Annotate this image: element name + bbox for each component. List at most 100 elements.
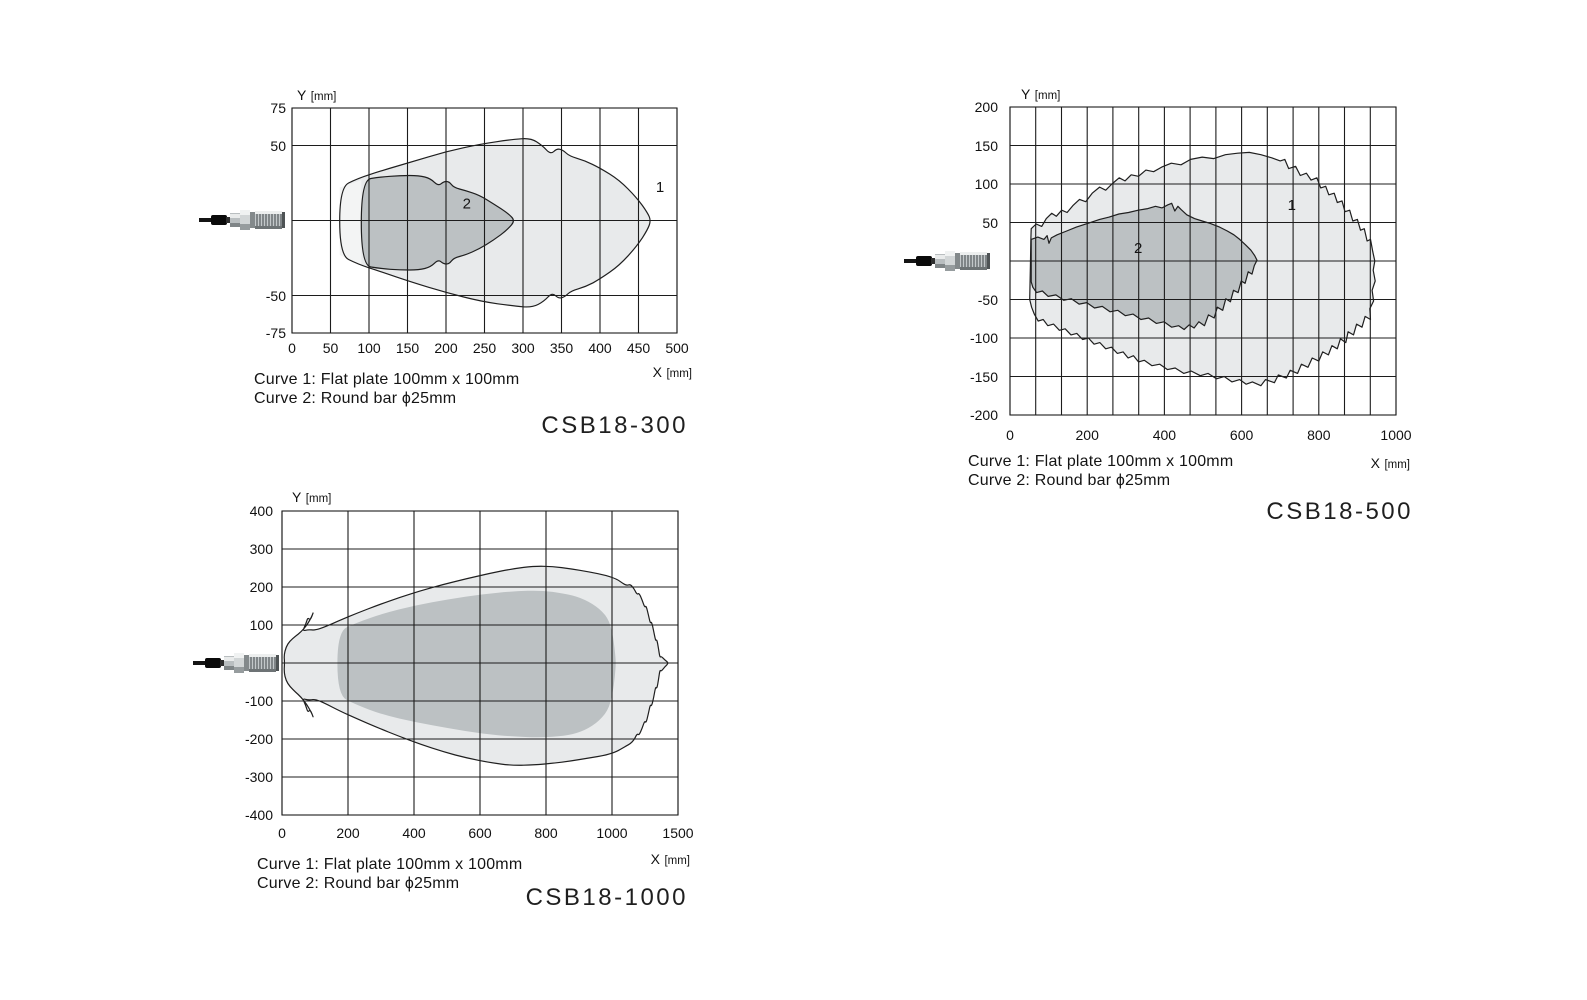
curve-1-outline <box>1029 151 1376 387</box>
x-axis-unit: [mm] <box>664 855 690 867</box>
x-tick-label: 150 <box>395 340 420 356</box>
y-tick-label: 75 <box>270 100 286 116</box>
x-tick-label: 0 <box>288 340 296 356</box>
chart-title: CSB18-1000 <box>525 884 688 911</box>
x-tick-label: 0 <box>278 825 286 841</box>
curve-2-label: 2 <box>463 196 471 213</box>
legend-captions: Curve 1: Flat plate 100mm x 100mm Curve … <box>968 452 1233 490</box>
x-tick-label: 250 <box>472 340 497 356</box>
plot-area <box>281 510 679 816</box>
x-tick-label: 400 <box>588 340 612 356</box>
chart-title: CSB18-300 <box>541 412 688 439</box>
x-tick-label: 800 <box>1307 427 1331 443</box>
y-axis-letter: Y <box>1021 86 1031 102</box>
blind-zone-area <box>339 180 362 266</box>
y-tick-label: 150 <box>974 137 998 154</box>
y-tick-label: -200 <box>244 731 273 747</box>
curve2-caption: Curve 2: Round bar ϕ25mm <box>968 472 1171 489</box>
y-tick-label: -100 <box>244 693 273 709</box>
x-tick-label: 50 <box>322 340 339 356</box>
x-tick-label: 600 <box>468 825 492 841</box>
curve-2-outline <box>1030 202 1258 331</box>
y-tick-label: 100 <box>974 176 998 192</box>
y-axis-letter: Y <box>297 87 307 103</box>
x-axis-title: X [mm] <box>651 851 690 869</box>
y-axis-unit: [mm] <box>1034 90 1061 102</box>
legend-captions: Curve 1: Flat plate 100mm x 100mm Curve … <box>254 370 519 408</box>
x-tick-label: 400 <box>1152 427 1177 443</box>
y-axis-title: Y [mm] <box>292 489 331 507</box>
y-tick-label: -150 <box>969 368 998 385</box>
x-axis-unit: [mm] <box>666 368 692 380</box>
y-tick-label: -100 <box>969 330 998 346</box>
curve-1-label: 1 <box>1288 197 1296 214</box>
grid-lines <box>1009 106 1397 416</box>
x-tick-label: 1000 <box>1380 427 1412 443</box>
x-tick-label: 100 <box>357 340 381 356</box>
grid-lines <box>281 510 679 816</box>
x-axis-title: X [mm] <box>1371 455 1410 473</box>
chart-title: CSB18-500 <box>1266 498 1413 525</box>
y-axis-title: Y [mm] <box>297 87 336 105</box>
y-tick-label: -50 <box>265 287 286 304</box>
x-tick-label: 200 <box>336 825 360 841</box>
y-axis-title: Y [mm] <box>1021 86 1060 104</box>
curve2-caption: Curve 2: Round bar ϕ25mm <box>257 875 460 892</box>
x-tick-label: 450 <box>626 340 651 356</box>
y-axis-unit: [mm] <box>310 91 337 103</box>
plot-area: 12 <box>1009 106 1397 416</box>
curve-2-outline <box>360 174 514 271</box>
x-tick-label: 300 <box>511 340 535 356</box>
sensor-icon <box>199 210 285 230</box>
y-tick-label: -75 <box>265 325 286 341</box>
y-tick-label: -50 <box>977 291 998 308</box>
curve-2-area <box>361 175 514 270</box>
x-axis-letter: X <box>652 364 662 380</box>
plot-border <box>291 107 678 334</box>
x-tick-label: 1000 <box>596 825 628 841</box>
x-tick-label: 600 <box>1229 427 1254 443</box>
curve1-caption: Curve 1: Flat plate 100mm x 100mm <box>254 371 520 388</box>
x-tick-label: 200 <box>1075 427 1099 443</box>
y-tick-label: 50 <box>270 137 286 154</box>
plot-border <box>1009 106 1397 416</box>
curve-2-label: 2 <box>1134 240 1142 257</box>
grid-lines <box>291 107 678 334</box>
sensor-icon <box>193 653 279 673</box>
y-tick-label: -300 <box>244 769 273 785</box>
y-tick-label: 400 <box>249 503 273 519</box>
x-axis-letter: X <box>650 851 660 867</box>
plot-border <box>281 510 679 816</box>
sensor-icon <box>904 251 990 271</box>
x-tick-label: 400 <box>402 825 426 841</box>
curve-1-outline <box>339 138 651 308</box>
y-tick-label: 200 <box>249 579 273 595</box>
y-axis-unit: [mm] <box>305 493 332 505</box>
x-tick-label: 350 <box>549 340 574 356</box>
y-axis-letter: Y <box>292 489 302 505</box>
curve-1-outline <box>283 565 669 766</box>
curve1-caption: Curve 1: Flat plate 100mm x 100mm <box>968 453 1234 470</box>
x-tick-label: 1500 <box>662 825 694 841</box>
x-tick-label: 0 <box>1006 427 1014 443</box>
x-axis-letter: X <box>1370 455 1380 471</box>
curve1-caption: Curve 1: Flat plate 100mm x 100mm <box>257 856 523 873</box>
curve-1-label: 1 <box>656 179 664 196</box>
x-axis-title: X [mm] <box>653 364 692 382</box>
x-axis-unit: [mm] <box>1384 459 1410 471</box>
y-tick-label: 100 <box>249 617 273 633</box>
y-tick-label: -400 <box>244 807 273 823</box>
curve2-caption: Curve 2: Round bar ϕ25mm <box>254 390 457 407</box>
y-tick-label: 50 <box>982 214 998 231</box>
legend-captions: Curve 1: Flat plate 100mm x 100mm Curve … <box>257 855 522 893</box>
y-tick-label: 300 <box>249 541 273 557</box>
y-tick-label: 200 <box>974 99 998 115</box>
x-tick-label: 200 <box>434 340 458 356</box>
y-tick-label: -200 <box>969 407 998 423</box>
x-tick-label: 800 <box>534 825 558 841</box>
x-tick-label: 500 <box>665 340 689 356</box>
